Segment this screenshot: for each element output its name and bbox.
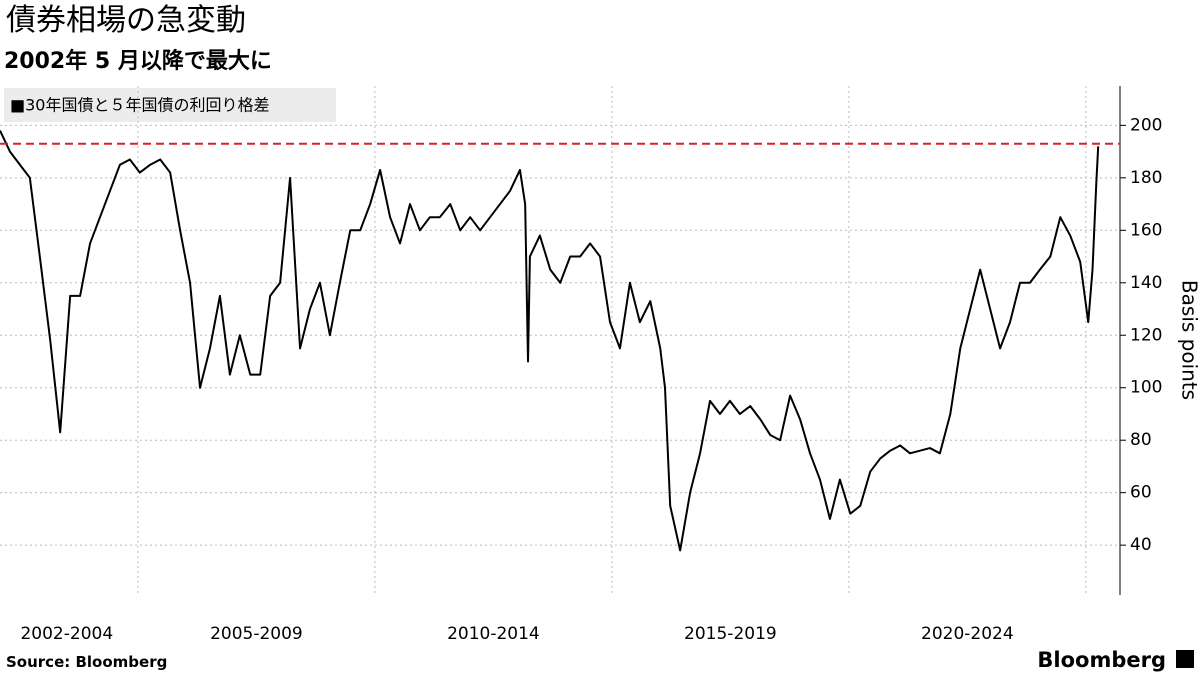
y-tick-label: 40 — [1130, 535, 1152, 555]
brand: Bloomberg — [1037, 648, 1166, 672]
x-tick-label: 2015-2019 — [684, 624, 777, 644]
line — [0, 130, 1100, 552]
legend-box — [4, 88, 336, 122]
y-tick-label: 180 — [1130, 168, 1162, 188]
x-tick-label: 2005-2009 — [210, 624, 303, 644]
y-tick-label: 200 — [1130, 115, 1162, 135]
y-tick-label: 60 — [1130, 483, 1152, 503]
legend-label: ■30年国債と５年国債の利回り格差 — [10, 96, 269, 115]
y-axis-label: Basis points — [1178, 280, 1200, 400]
chart-subtitle: 2002年 5 月以降で最大に — [4, 48, 272, 74]
brand-icon — [1176, 650, 1194, 668]
y-tick-label: 140 — [1130, 273, 1162, 293]
y-tick-label: 160 — [1130, 220, 1162, 240]
x-tick-label: 2010-2014 — [447, 624, 540, 644]
source: Source: Bloomberg — [6, 653, 167, 671]
x-tick-label: 2002-2004 — [20, 624, 113, 644]
chart-title: 債券相場の急変動 — [6, 3, 246, 38]
y-tick-label: 120 — [1130, 325, 1162, 345]
x-tick-label: 2020-2024 — [921, 624, 1014, 644]
y-tick-label: 100 — [1130, 378, 1162, 398]
y-tick-label: 80 — [1130, 430, 1152, 450]
